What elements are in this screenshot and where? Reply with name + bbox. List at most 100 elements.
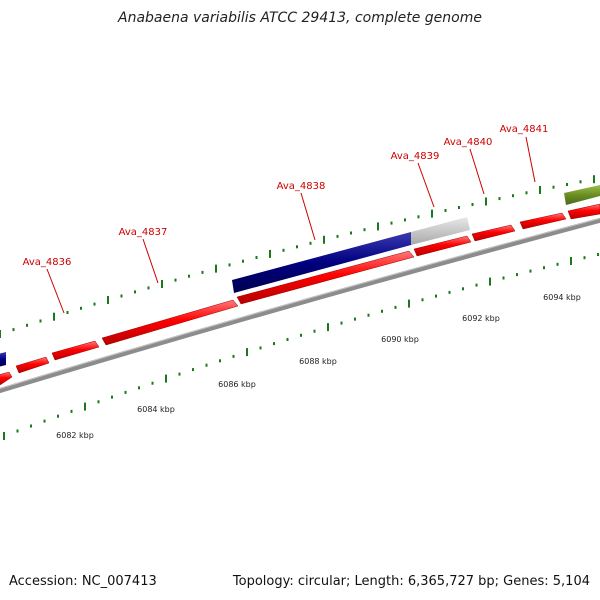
- minor-tick: [93, 302, 96, 306]
- major-tick: [165, 374, 167, 383]
- minor-tick: [458, 206, 460, 209]
- minor-tick: [462, 287, 464, 291]
- genome-backbone-highlight: [0, 217, 600, 390]
- major-tick: [485, 197, 487, 206]
- scale-label: 6084 kbp: [137, 405, 175, 414]
- major-tick: [3, 432, 5, 440]
- scale-label: 6082 kbp: [56, 431, 94, 440]
- forward-genes: [0, 203, 600, 386]
- gene-label: Ava_4841: [500, 124, 549, 135]
- minor-tick: [448, 290, 451, 294]
- gene-label: Ava_4838: [277, 181, 326, 192]
- gene-arrow: [236, 250, 415, 305]
- minor-tick: [39, 319, 42, 323]
- minor-tick: [242, 259, 244, 263]
- olive-feature: [564, 185, 600, 205]
- minor-tick: [26, 323, 28, 327]
- major-tick: [246, 348, 248, 357]
- genome-backbone: [0, 217, 600, 394]
- gene-arrow: [15, 356, 50, 374]
- minor-tick: [259, 346, 262, 350]
- minor-tick: [381, 309, 383, 313]
- minor-tick: [16, 429, 19, 433]
- label-line: [469, 148, 485, 195]
- major-tick: [215, 264, 217, 273]
- upper-tick-row: [0, 175, 595, 338]
- minor-tick: [43, 419, 46, 423]
- gene-labels: Ava_4836 Ava_4837 Ava_4838 Ava_4839 Ava_…: [23, 124, 549, 268]
- minor-tick: [124, 390, 127, 394]
- major-tick: [53, 312, 55, 321]
- minor-tick: [205, 363, 208, 367]
- major-tick: [327, 323, 329, 332]
- minor-tick: [367, 313, 370, 317]
- scale-label: 6090 kbp: [381, 335, 419, 344]
- minor-tick: [597, 253, 599, 256]
- major-tick: [161, 280, 163, 288]
- accession-text: Accession: NC_007413: [9, 574, 157, 589]
- minor-tick: [556, 262, 559, 266]
- minor-tick: [421, 298, 424, 302]
- major-tick: [570, 257, 572, 265]
- minor-tick: [350, 231, 352, 235]
- minor-tick: [394, 305, 397, 309]
- minor-tick: [66, 311, 69, 314]
- minor-tick: [300, 333, 302, 337]
- major-tick: [107, 296, 109, 304]
- minor-tick: [174, 278, 177, 282]
- major-tick: [539, 186, 541, 194]
- minor-tick: [525, 191, 528, 195]
- gene-arrow: [51, 340, 100, 361]
- lower-tick-row: [3, 253, 599, 440]
- minor-tick: [543, 266, 545, 270]
- gray-feature: [411, 217, 470, 245]
- label-line: [417, 162, 435, 208]
- minor-tick: [97, 400, 100, 404]
- minor-tick: [471, 203, 474, 206]
- major-tick: [377, 222, 379, 231]
- minor-tick: [417, 215, 420, 219]
- minor-tick: [354, 317, 356, 321]
- gene-label: Ava_4839: [391, 151, 440, 162]
- minor-tick: [178, 372, 181, 376]
- minor-tick: [12, 328, 15, 332]
- minor-tick: [188, 274, 190, 278]
- minor-tick: [309, 241, 312, 245]
- gene-label-lines: [46, 136, 536, 314]
- minor-tick: [138, 386, 140, 390]
- scale-labels: 6082 kbp 6084 kbp 6086 kbp 6088 kbp 6090…: [56, 293, 581, 440]
- upper-features: [0, 185, 600, 367]
- minor-tick: [529, 269, 532, 273]
- minor-tick: [336, 234, 339, 238]
- topology-summary: Topology: circular; Length: 6,365,727 bp…: [232, 574, 590, 589]
- scale-label: 6094 kbp: [543, 293, 581, 302]
- minor-tick: [192, 368, 194, 372]
- minor-tick: [286, 338, 289, 341]
- gene-arrow: [413, 235, 472, 257]
- minor-tick: [313, 329, 316, 333]
- minor-tick: [435, 294, 437, 298]
- major-tick: [269, 249, 271, 258]
- minor-tick: [134, 290, 136, 294]
- minor-tick: [363, 228, 366, 232]
- major-tick: [489, 277, 491, 286]
- minor-tick: [151, 381, 154, 385]
- gene-arrow: [0, 371, 13, 386]
- minor-tick: [273, 342, 275, 346]
- minor-tick: [70, 409, 73, 413]
- gene-arrow: [471, 224, 516, 242]
- gene-label: Ava_4840: [444, 137, 493, 148]
- minor-tick: [579, 180, 582, 184]
- blue-feature: [232, 232, 411, 293]
- label-line: [300, 192, 316, 241]
- minor-tick: [475, 283, 478, 287]
- minor-tick: [255, 256, 258, 259]
- major-tick: [323, 235, 325, 244]
- minor-tick: [30, 424, 32, 428]
- minor-tick: [502, 276, 505, 280]
- minor-tick: [57, 414, 59, 418]
- minor-tick: [516, 273, 518, 277]
- minor-tick: [228, 263, 231, 267]
- map-title: Anabaena variabilis ATCC 29413, complete…: [118, 10, 482, 26]
